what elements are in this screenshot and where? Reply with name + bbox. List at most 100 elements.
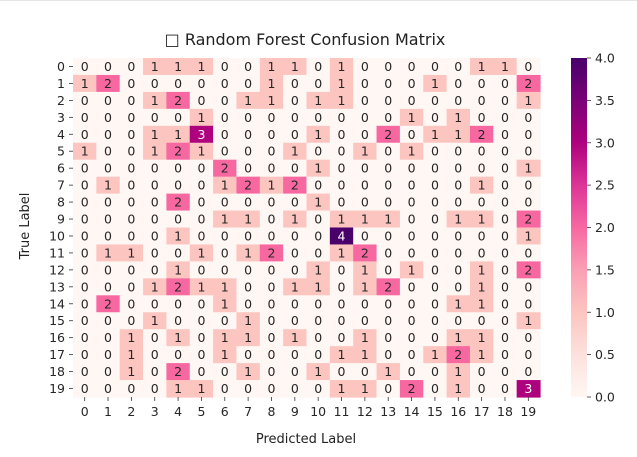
cell-value-label: 0 bbox=[408, 59, 416, 74]
y-tick-label: 15 bbox=[49, 313, 65, 328]
cell-value-label: 0 bbox=[81, 212, 89, 227]
y-tick-label: 0 bbox=[57, 59, 65, 74]
heatmap-cell bbox=[236, 312, 261, 330]
heatmap-cell bbox=[189, 91, 214, 110]
colorbar-tick-label: 2.5 bbox=[595, 178, 615, 193]
heatmap-cell bbox=[119, 295, 144, 313]
cell-value-label: 1 bbox=[408, 262, 416, 277]
heatmap-cell bbox=[423, 108, 448, 127]
heatmap-cell bbox=[259, 91, 284, 110]
heatmap-cell bbox=[516, 159, 541, 178]
heatmap-cell bbox=[516, 363, 541, 381]
cell-value-label: 1 bbox=[174, 330, 182, 345]
heatmap-cell bbox=[143, 312, 167, 330]
heatmap-cell bbox=[399, 261, 424, 279]
cell-value-label: 3 bbox=[524, 381, 532, 396]
cell-value-label: 0 bbox=[151, 245, 159, 260]
heatmap-cell bbox=[446, 125, 471, 144]
heatmap-cell bbox=[189, 363, 214, 381]
heatmap-cell bbox=[516, 261, 541, 279]
heatmap-cell bbox=[119, 142, 144, 161]
heatmap-cell bbox=[143, 278, 167, 296]
cell-value-label: 1 bbox=[338, 245, 346, 260]
cell-value-label: 1 bbox=[408, 110, 416, 125]
heatmap-cell bbox=[469, 125, 494, 144]
cell-value-label: 1 bbox=[478, 178, 486, 193]
cell-value-label: 0 bbox=[524, 364, 532, 379]
cell-value-label: 0 bbox=[408, 279, 416, 294]
cell-value-label: 0 bbox=[174, 347, 182, 362]
heatmap-cell bbox=[376, 363, 401, 381]
heatmap-cell bbox=[493, 176, 518, 195]
cell-value-label: 0 bbox=[104, 381, 112, 396]
x-tick-label: 13 bbox=[380, 404, 396, 419]
cell-value-label: 1 bbox=[174, 381, 182, 396]
heatmap-cell bbox=[119, 74, 144, 93]
cell-value-label: 0 bbox=[338, 127, 346, 142]
heatmap-cell bbox=[516, 125, 541, 144]
heatmap-cell bbox=[213, 227, 238, 246]
cell-value-label: 0 bbox=[127, 296, 135, 311]
heatmap-cell bbox=[376, 295, 401, 313]
heatmap-cell bbox=[376, 108, 401, 127]
heatmap-cell bbox=[329, 227, 354, 246]
heatmap-cell bbox=[446, 210, 471, 229]
heatmap-cell bbox=[376, 159, 401, 178]
cell-value-label: 0 bbox=[478, 110, 486, 125]
cell-value-label: 0 bbox=[431, 59, 439, 74]
heatmap-cell bbox=[166, 210, 191, 229]
cell-value-label: 1 bbox=[244, 93, 252, 108]
heatmap-cell bbox=[423, 210, 448, 229]
heatmap-cell bbox=[353, 227, 378, 246]
cell-value-label: 1 bbox=[524, 228, 532, 243]
cell-value-label: 0 bbox=[408, 212, 416, 227]
cell-value-label: 1 bbox=[478, 262, 486, 277]
cell-value-label: 0 bbox=[408, 347, 416, 362]
heatmap-cell bbox=[236, 210, 261, 229]
cell-value-label: 0 bbox=[221, 381, 229, 396]
cell-value-label: 0 bbox=[104, 262, 112, 277]
cell-value-label: 0 bbox=[478, 144, 486, 159]
cell-value-label: 0 bbox=[81, 279, 89, 294]
cell-value-label: 1 bbox=[127, 364, 135, 379]
cell-value-label: 0 bbox=[314, 178, 322, 193]
cell-value-label: 0 bbox=[127, 228, 135, 243]
cell-value-label: 0 bbox=[501, 347, 509, 362]
heatmap-cell bbox=[423, 176, 448, 195]
cell-value-label: 0 bbox=[197, 347, 205, 362]
cell-value-label: 0 bbox=[408, 245, 416, 260]
heatmap-cell bbox=[96, 142, 121, 161]
heatmap-cell bbox=[469, 261, 494, 279]
cell-value-label: 0 bbox=[81, 93, 89, 108]
cell-value-label: 0 bbox=[267, 144, 275, 159]
cell-value-label: 0 bbox=[127, 127, 135, 142]
cell-value-label: 0 bbox=[267, 110, 275, 125]
heatmap-cell bbox=[259, 108, 284, 127]
cell-value-label: 2 bbox=[221, 161, 229, 176]
cell-value-label: 0 bbox=[314, 110, 322, 125]
cell-value-label: 0 bbox=[524, 59, 532, 74]
cell-value-label: 0 bbox=[478, 161, 486, 176]
cell-value-label: 1 bbox=[151, 144, 159, 159]
heatmap-cell bbox=[329, 261, 354, 279]
cell-value-label: 2 bbox=[384, 279, 392, 294]
heatmap-cell bbox=[119, 210, 144, 229]
heatmap-cell bbox=[516, 380, 541, 398]
cell-value-label: 0 bbox=[361, 161, 369, 176]
heatmap-cell bbox=[306, 159, 331, 178]
heatmap-cell bbox=[213, 380, 238, 398]
cell-value-label: 0 bbox=[267, 279, 275, 294]
cell-value-label: 0 bbox=[291, 110, 299, 125]
heatmap-cell bbox=[119, 176, 144, 195]
cell-value-label: 1 bbox=[524, 313, 532, 328]
heatmap-cell bbox=[399, 159, 424, 178]
cell-value-label: 0 bbox=[314, 381, 322, 396]
heatmap-cell bbox=[469, 346, 494, 364]
cell-value-label: 2 bbox=[454, 347, 462, 362]
cell-value-label: 1 bbox=[221, 212, 229, 227]
cell-value-label: 0 bbox=[524, 245, 532, 260]
heatmap-cell bbox=[306, 108, 331, 127]
x-tick-label: 18 bbox=[497, 404, 513, 419]
cell-value-label: 0 bbox=[361, 178, 369, 193]
heatmap-cell bbox=[236, 329, 261, 347]
